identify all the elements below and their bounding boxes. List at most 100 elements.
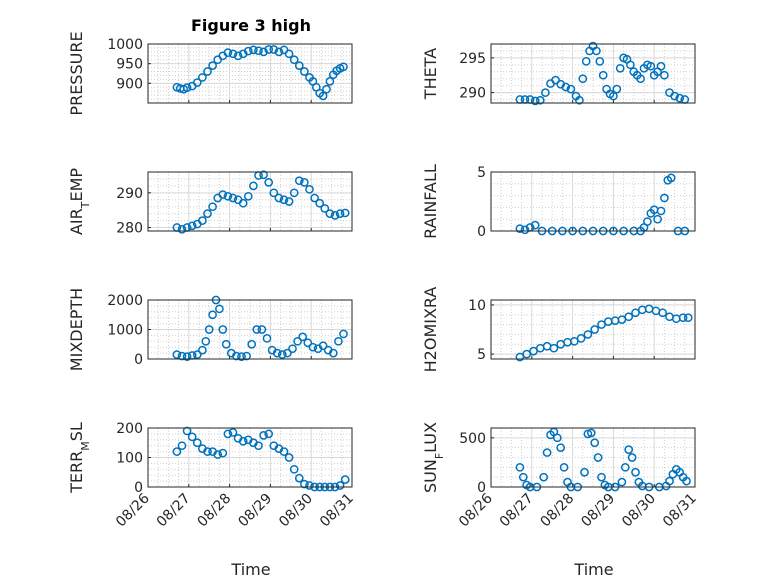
axes-frame — [490, 299, 696, 360]
data-point — [269, 45, 279, 54]
data-point — [583, 330, 593, 339]
y-axis-label: MIXDEPTH — [67, 288, 86, 371]
y-axis-label: SUNFLUX — [421, 422, 446, 493]
data-point — [631, 308, 640, 318]
xlabel-left: Time — [230, 560, 270, 579]
data-point — [598, 70, 608, 80]
data-point — [315, 198, 325, 208]
data-point — [228, 49, 238, 59]
data-point — [279, 447, 289, 456]
data-point — [335, 209, 345, 218]
data-point — [284, 197, 294, 206]
subplot-rainfall: 0 5 RAINFALL — [421, 164, 696, 240]
data-point — [522, 349, 532, 359]
x-tick-label: 08/29 — [235, 491, 275, 531]
data-point — [254, 441, 263, 451]
data-point — [643, 217, 652, 226]
data-point — [592, 46, 601, 56]
y-tick-label: 0 — [477, 224, 486, 240]
data-point — [653, 214, 662, 224]
data-point — [609, 91, 618, 101]
y-tick-label: 2000 — [107, 293, 143, 309]
data-point — [187, 221, 197, 231]
data-point — [182, 352, 192, 361]
data-point — [218, 448, 228, 458]
data-point — [340, 475, 350, 484]
data-point — [682, 476, 691, 486]
data-point — [339, 329, 348, 339]
data-point — [203, 447, 212, 456]
x-tick-label: 08/30 — [276, 491, 316, 531]
data-point — [325, 77, 335, 86]
data-point — [237, 352, 246, 361]
data-point — [300, 67, 309, 76]
data-point — [192, 350, 202, 359]
y-tick-label: 290 — [116, 186, 143, 202]
data-point — [646, 61, 656, 71]
data-point — [203, 67, 212, 76]
data-point — [228, 428, 238, 437]
data-point — [631, 467, 640, 477]
data-point — [620, 462, 630, 472]
data-point — [335, 481, 345, 490]
data-point — [322, 84, 331, 94]
data-point — [303, 338, 313, 348]
data-point — [264, 178, 274, 187]
data-point — [294, 61, 304, 70]
data-point — [243, 46, 253, 56]
data-point — [293, 336, 302, 346]
data-point — [617, 477, 627, 487]
x-tick-label: 08/30 — [619, 491, 659, 531]
y-tick-label: 100 — [116, 451, 143, 467]
data-point — [590, 325, 600, 334]
subplot-terr-msl: 08/26 08/27 08/28 08/29 08/30 08/31 0 100 200 TER… — [67, 421, 357, 530]
data-point — [515, 462, 525, 472]
data-point — [612, 84, 622, 94]
axes-frame — [147, 427, 353, 488]
data-point — [198, 216, 207, 225]
data-point — [182, 83, 192, 93]
subplot-sun-flux: 08/26 08/27 08/28 08/29 08/30 08/31 0 500 SUNFLU… — [421, 422, 700, 530]
data-point — [339, 62, 348, 72]
data-point — [264, 45, 274, 54]
data-point — [515, 352, 525, 362]
data-point — [518, 472, 528, 482]
y-tick-label: 295 — [459, 51, 486, 67]
data-point — [340, 208, 350, 218]
y-tick-label: 200 — [116, 421, 143, 437]
y-tick-label: 0 — [477, 480, 486, 496]
data-point — [238, 198, 248, 208]
data-point — [204, 325, 214, 334]
data-point — [288, 344, 297, 354]
data-point — [172, 447, 182, 456]
y-axis-label: THETA — [421, 48, 440, 100]
y-axis-label: RAINFALL — [421, 164, 440, 239]
data-point — [561, 82, 571, 92]
data-point — [334, 336, 343, 346]
data-point — [535, 95, 545, 105]
axes-frame — [490, 427, 696, 488]
data-point — [238, 436, 248, 446]
data-point — [318, 91, 328, 101]
y-tick-label: 950 — [116, 57, 143, 73]
data-point — [308, 342, 318, 352]
subplot-mixdepth: 0 1000 2000 MIXDEPTH — [67, 288, 353, 371]
data-point — [262, 334, 272, 343]
data-point — [252, 325, 262, 334]
data-point — [187, 432, 197, 442]
data-point — [283, 348, 292, 358]
data-point — [656, 206, 666, 216]
data-point — [221, 339, 231, 349]
data-point — [665, 476, 674, 486]
data-point — [284, 453, 294, 462]
data-point — [541, 88, 550, 97]
y-tick-label: 10 — [468, 298, 486, 314]
data-point — [201, 336, 211, 346]
data-point — [208, 202, 217, 212]
data-point — [247, 339, 257, 349]
subplot-pressure: 900 950 1000 PRESSURE — [67, 31, 353, 116]
y-axis-label: TERRMSL — [67, 422, 92, 494]
data-point — [259, 47, 268, 57]
data-point — [208, 61, 217, 70]
